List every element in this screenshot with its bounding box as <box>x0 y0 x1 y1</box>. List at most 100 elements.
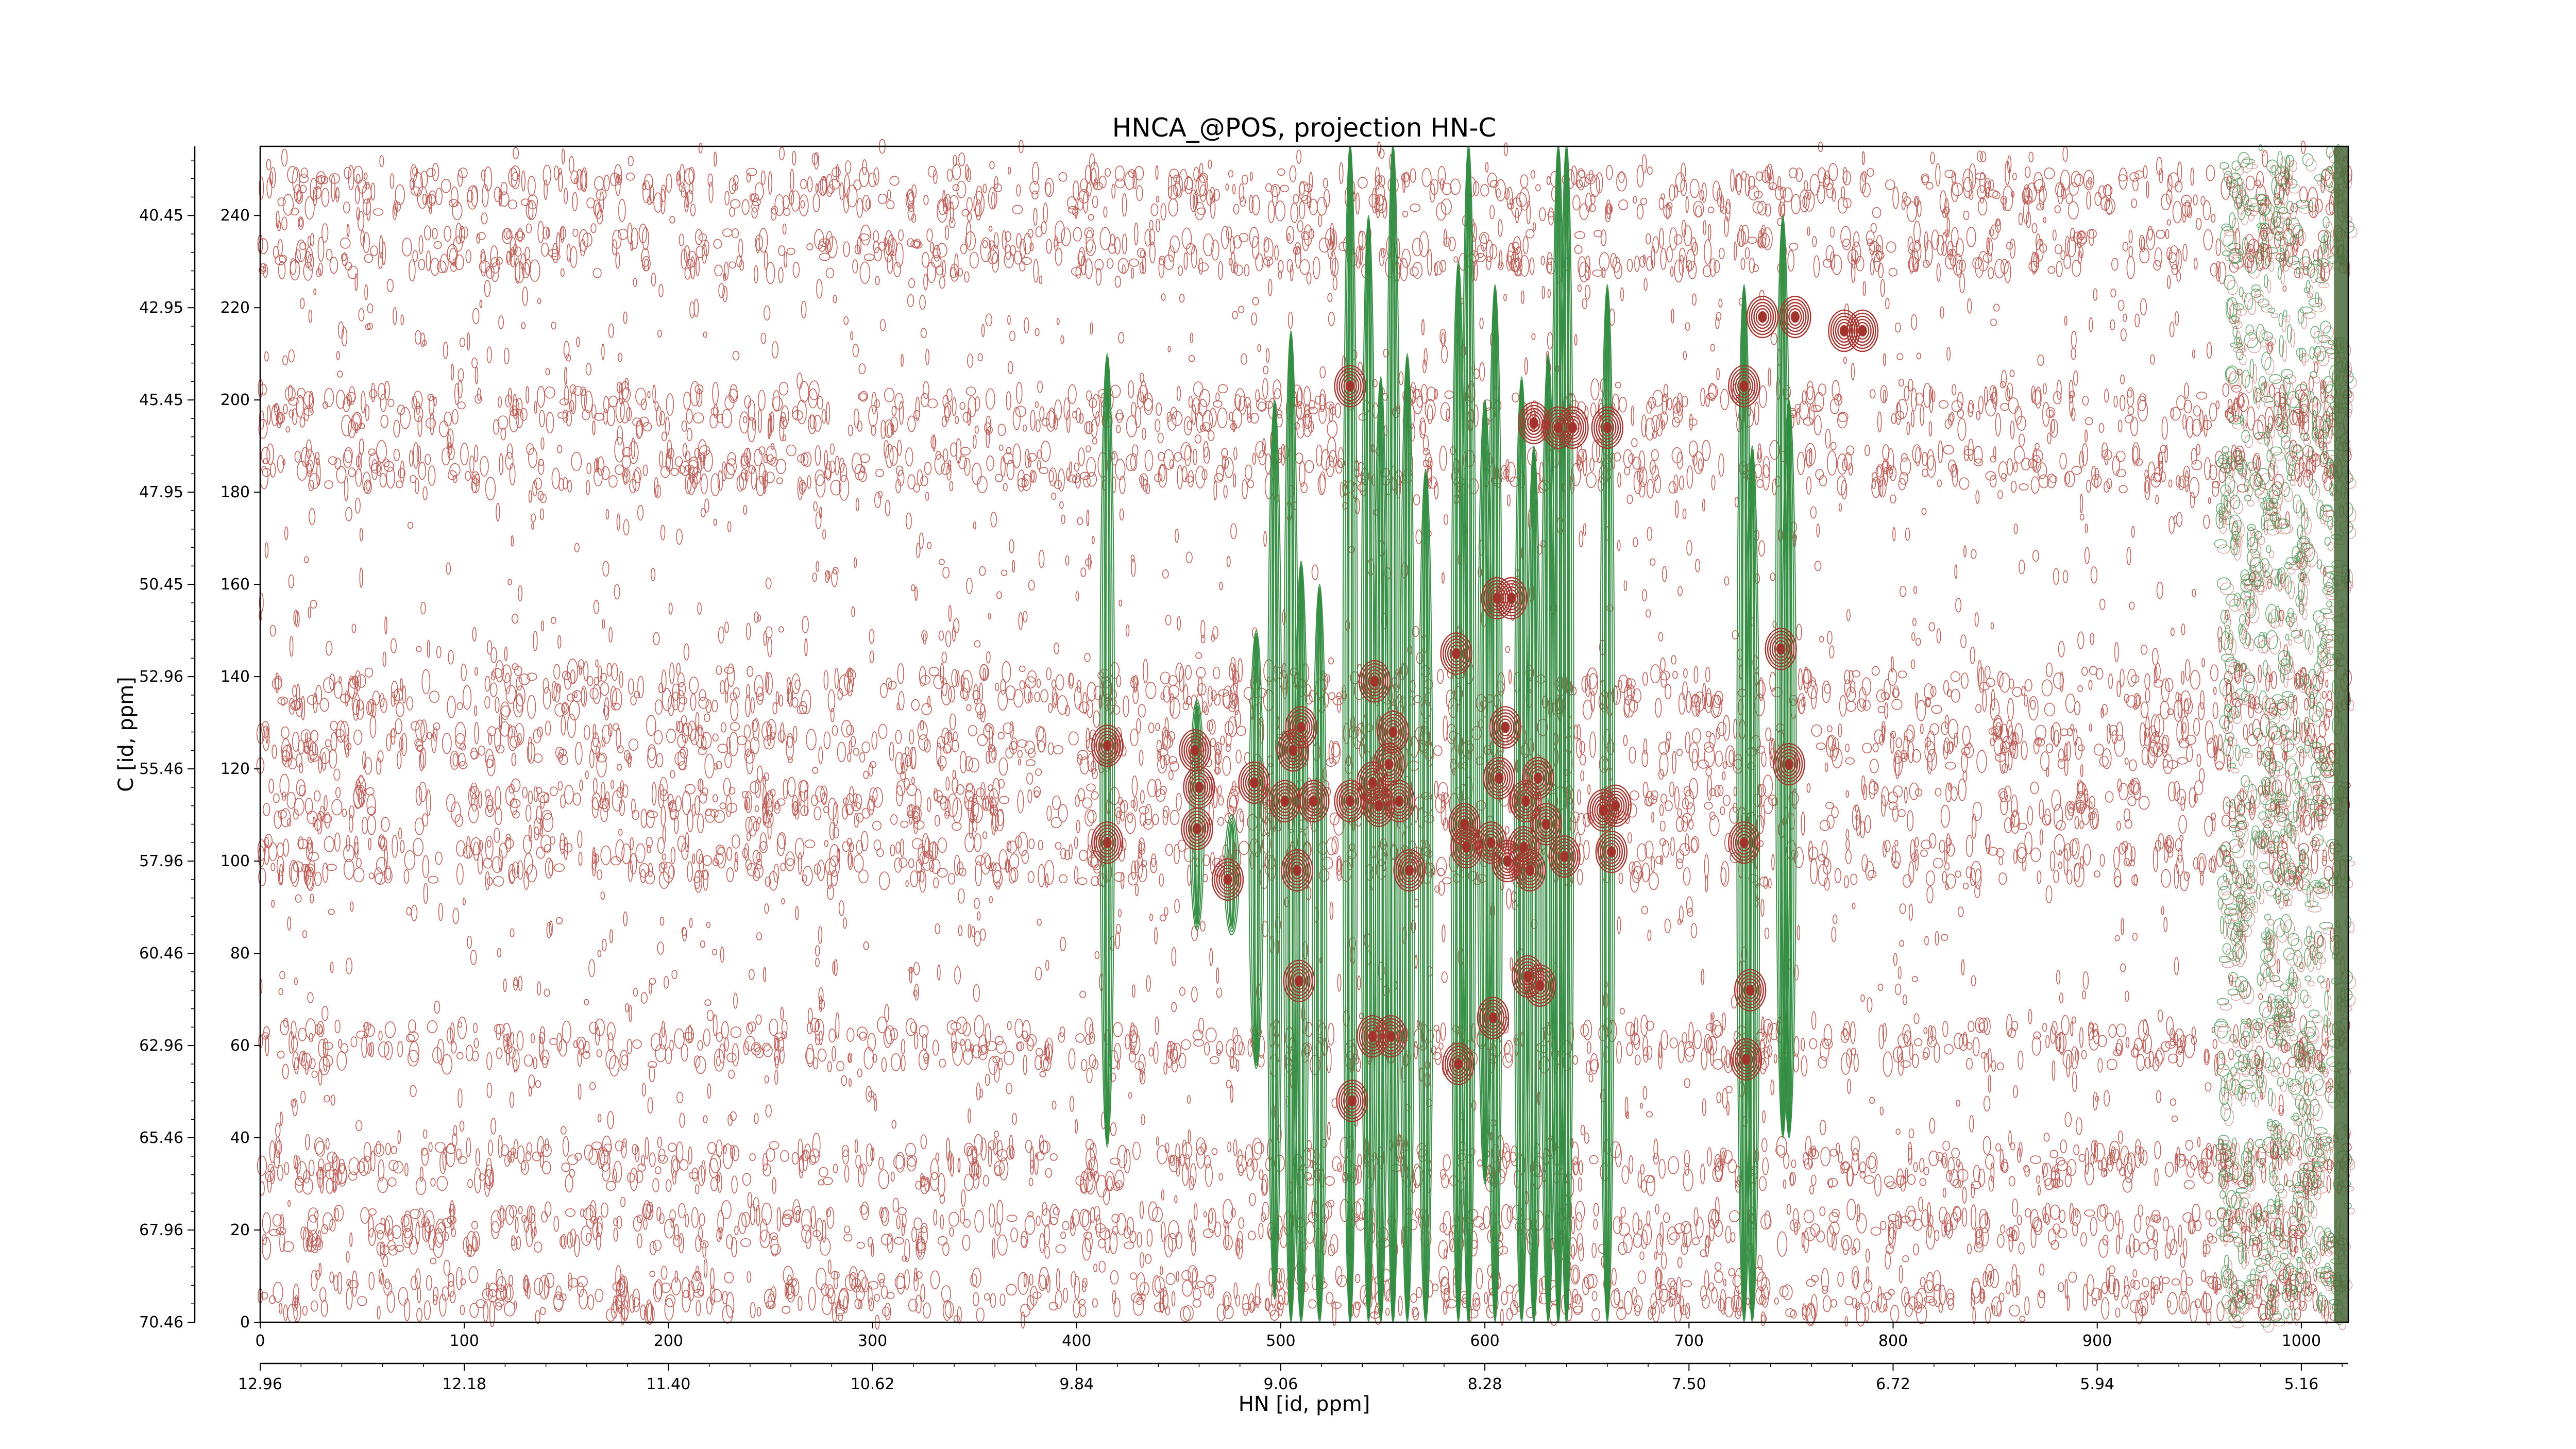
y-axis-label: C [id, ppm] <box>114 677 138 792</box>
noise-contours <box>256 139 2358 1333</box>
negative-peak <box>1728 365 1760 408</box>
chart-title: HNCA_@POS, projection HN-C <box>1112 113 1497 143</box>
negative-peak <box>1489 706 1521 749</box>
negative-peak <box>1846 309 1879 352</box>
x-tick-label: 0 <box>255 1332 265 1350</box>
negative-peak <box>1393 849 1426 892</box>
negative-peak <box>1372 743 1405 786</box>
negative-peak <box>1268 780 1301 822</box>
y-ppm-tick-label: 45.45 <box>139 391 183 409</box>
negative-peak <box>1442 1042 1475 1086</box>
x-tick-label: 100 <box>450 1332 479 1350</box>
negative-peak <box>1450 826 1483 869</box>
y-tick-label: 0 <box>240 1313 250 1332</box>
negative-peak <box>1211 858 1244 901</box>
y-ppm-tick-label: 62.96 <box>139 1037 183 1055</box>
positive-ridge <box>1248 630 1264 1069</box>
negative-peak <box>1183 766 1215 809</box>
y-tick-label: 140 <box>221 668 250 686</box>
y-tick-label: 100 <box>221 852 250 870</box>
y-tick-label: 180 <box>221 483 250 501</box>
negative-peak <box>1523 964 1556 1007</box>
positive-ridge <box>1418 468 1434 1323</box>
x-ppm-tick-label: 9.06 <box>1264 1375 1298 1393</box>
negative-peak <box>1773 743 1805 786</box>
negative-peak <box>1595 830 1628 873</box>
negative-peak <box>1477 997 1510 1039</box>
positive-ridge <box>1373 376 1389 1323</box>
y-ppm-tick-label: 50.45 <box>139 576 183 594</box>
y-tick-label: 60 <box>230 1037 250 1055</box>
positive-ridge <box>1267 399 1283 1300</box>
negative-peak <box>1828 309 1860 352</box>
x-tick-label: 200 <box>654 1332 683 1350</box>
x-tick-label: 300 <box>858 1332 887 1350</box>
y-ppm-tick-label: 65.46 <box>139 1129 183 1147</box>
x-axis-point-ticks: 0 100 200 300 400 500 600 700 800 900 1000 <box>255 1322 2321 1350</box>
x-ppm-tick-label: 9.84 <box>1059 1375 1094 1393</box>
negative-peak <box>1297 780 1330 822</box>
positive-ridge <box>1312 584 1328 1323</box>
x-ppm-tick-label: 6.72 <box>1876 1375 1910 1393</box>
negative-contour-peaks <box>1091 295 1879 1122</box>
negative-peak <box>1765 628 1797 670</box>
x-ppm-tick-label: 8.28 <box>1468 1375 1502 1393</box>
negative-peak <box>1440 632 1472 675</box>
x-ppm-tick-label: 7.50 <box>1672 1375 1706 1393</box>
x-tick-label: 500 <box>1266 1332 1295 1350</box>
y-tick-label: 240 <box>221 207 250 225</box>
negative-peak <box>1518 401 1550 445</box>
x-tick-label: 700 <box>1674 1332 1704 1350</box>
negative-peak <box>1181 807 1213 850</box>
negative-peak <box>1530 803 1563 846</box>
negative-peak <box>1377 711 1410 753</box>
negative-peak <box>1521 756 1554 800</box>
noise-contour-path <box>256 139 2352 1330</box>
plot-frame <box>259 145 2349 1323</box>
y-tick-label: 220 <box>221 299 250 317</box>
x-tick-label: 400 <box>1062 1332 1091 1350</box>
y-ppm-tick-label: 57.96 <box>139 852 183 870</box>
y-tick-label: 20 <box>230 1221 250 1239</box>
y-ppm-tick-label: 67.96 <box>139 1221 183 1239</box>
negative-peak <box>1091 724 1124 767</box>
negative-peak <box>1779 295 1811 339</box>
negative-peak <box>1238 761 1270 804</box>
y-ppm-tick-label: 40.45 <box>139 207 183 225</box>
y-tick-label: 160 <box>221 576 250 594</box>
y-tick-label: 80 <box>230 945 250 963</box>
negative-peak <box>1285 706 1317 749</box>
negative-peak <box>1591 406 1624 449</box>
y-ppm-tick-label: 47.95 <box>139 483 183 501</box>
positive-ridge <box>1744 445 1760 1323</box>
y-tick-label: 40 <box>230 1129 250 1147</box>
x-ppm-tick-label: 12.96 <box>238 1375 282 1393</box>
negative-peak <box>1483 756 1516 800</box>
negative-peak <box>1383 780 1415 822</box>
negative-peak <box>1514 849 1546 892</box>
negative-peak <box>1362 784 1395 827</box>
x-tick-label: 600 <box>1470 1332 1499 1350</box>
positive-ridge <box>1461 146 1477 1323</box>
positive-ridge <box>1293 561 1309 1323</box>
negative-peak <box>1510 780 1542 822</box>
negative-peak <box>1375 1015 1408 1058</box>
x-ppm-tick-label: 11.40 <box>646 1375 690 1393</box>
y-ppm-tick-label: 55.46 <box>139 760 183 778</box>
x-tick-label: 800 <box>1878 1332 1908 1350</box>
negative-peak <box>1358 660 1391 703</box>
x-tick-label: 1000 <box>2282 1332 2321 1350</box>
y-axis-ppm-scale: 70.46 67.96 65.46 62.96 60.46 57.96 55.46 52.96… <box>139 146 196 1332</box>
x-ppm-tick-label: 5.94 <box>2080 1375 2114 1393</box>
negative-peak <box>1334 780 1366 822</box>
y-axis-point-ticks: 0 20 40 60 80 100 120 140 160 180 200 220 240 <box>221 207 260 1332</box>
y-tick-label: 120 <box>221 760 250 778</box>
negative-peak <box>1728 821 1760 864</box>
negative-peak <box>1336 1080 1368 1122</box>
negative-peak <box>1495 577 1528 620</box>
y-ppm-tick-label: 60.46 <box>139 945 183 963</box>
y-ppm-tick-label: 70.46 <box>139 1313 183 1332</box>
negative-peak <box>1730 1038 1762 1081</box>
y-ppm-tick-label: 42.95 <box>139 299 183 317</box>
